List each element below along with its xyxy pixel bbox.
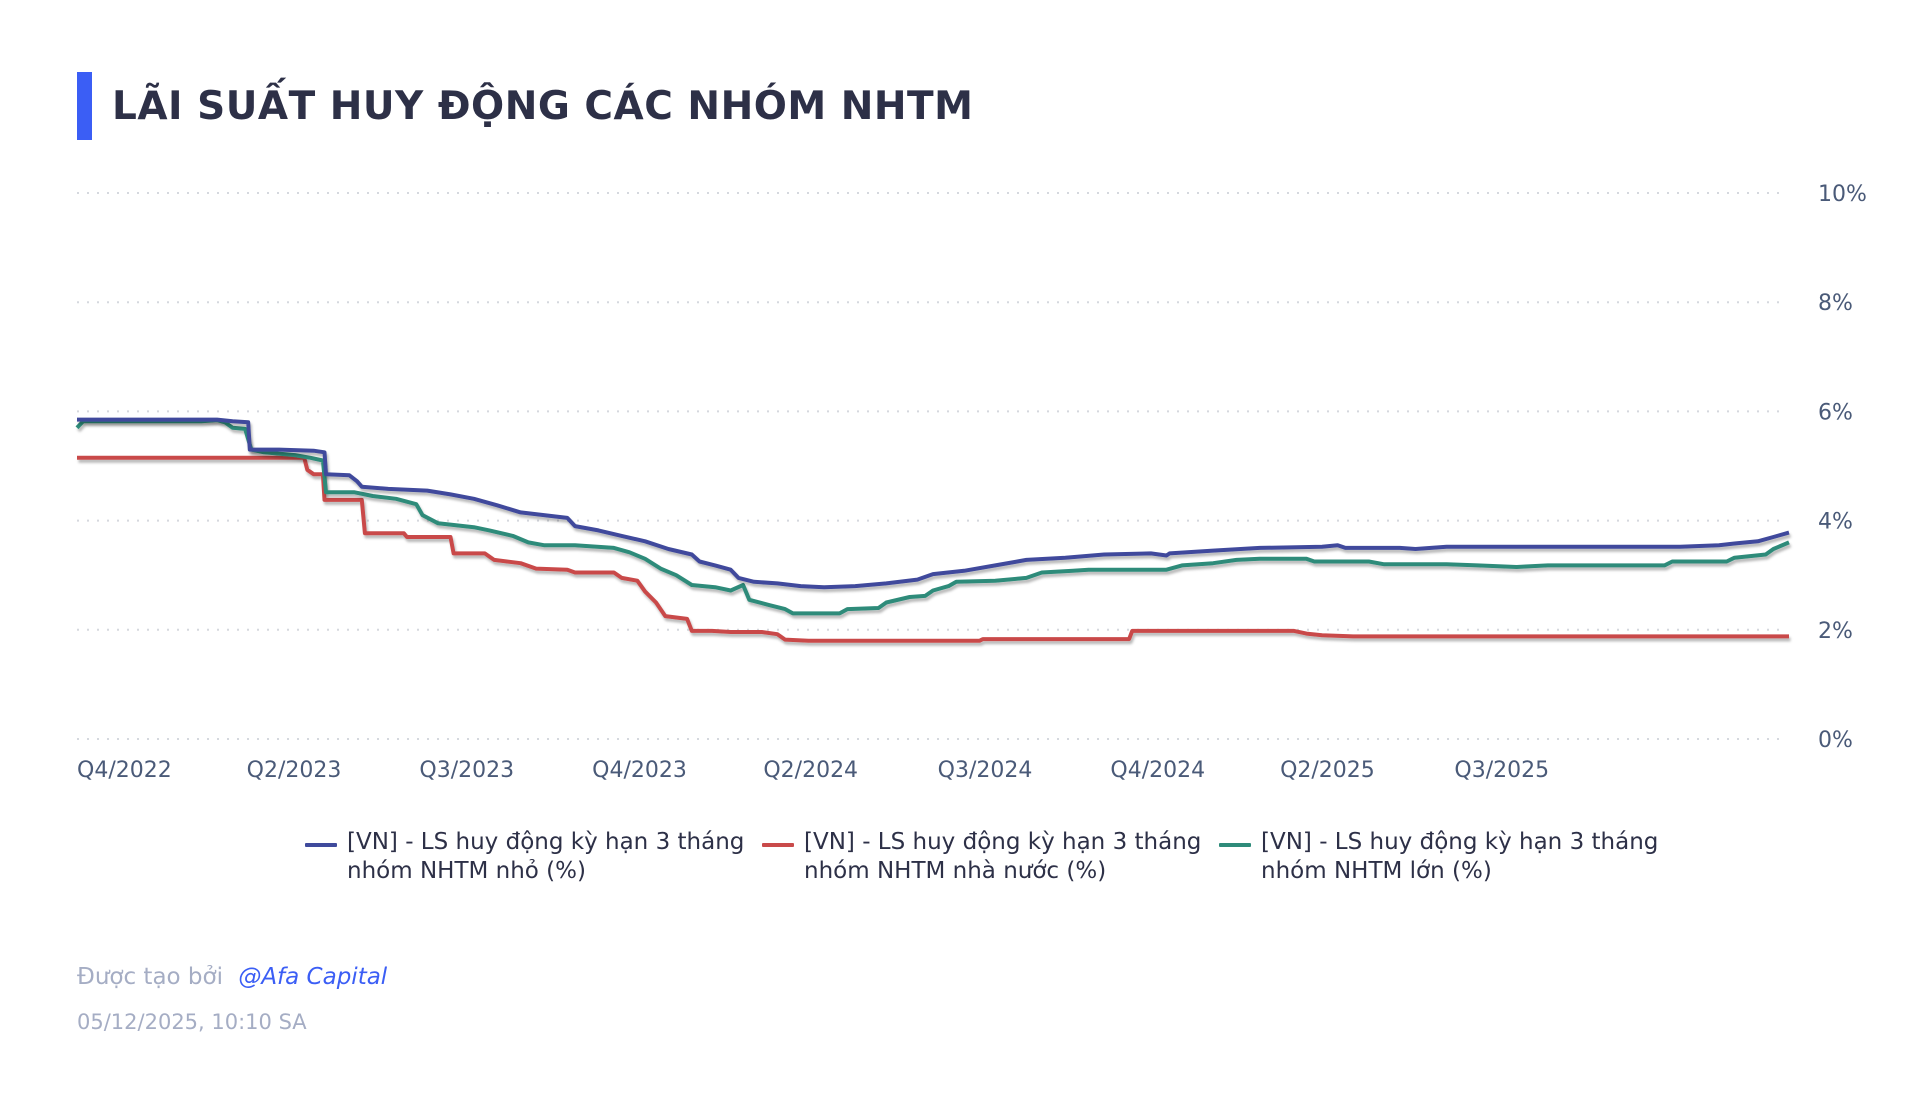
legend-label-line1: [VN] - LS huy động kỳ hạn 3 tháng <box>1261 829 1659 855</box>
y-tick-label: 4% <box>1818 510 1853 535</box>
x-tick-label: Q3/2023 <box>419 758 514 783</box>
x-tick-label: Q4/2022 <box>77 758 172 783</box>
legend-swatch-teal <box>1219 843 1251 847</box>
series-lines <box>75 417 1790 643</box>
series-line <box>77 455 1789 643</box>
x-tick-label: Q2/2025 <box>1280 758 1375 783</box>
legend-item-state-banks[interactable]: [VN] - LS huy động kỳ hạn 3 tháng nhóm N… <box>762 828 1203 886</box>
x-axis: Q4/2022 Q2/2023 Q3/2023 Q4/2023 Q2/2024 Q3/20… <box>77 758 1549 783</box>
y-tick-label: 0% <box>1818 728 1853 753</box>
series-line <box>75 418 1790 616</box>
legend-label-line2: nhóm NHTM nhà nước (%) <box>804 858 1107 884</box>
y-gridlines <box>77 192 1785 740</box>
series-line <box>77 417 1790 590</box>
chart-legend: [VN] - LS huy động kỳ hạn 3 tháng nhóm N… <box>305 828 1660 886</box>
y-axis: 0% 2% 4% 6% 8% 10% <box>1818 182 1867 753</box>
x-tick-label: Q4/2023 <box>592 758 687 783</box>
legend-label-line1: [VN] - LS huy động kỳ hạn 3 tháng <box>347 829 745 855</box>
x-tick-label: Q2/2024 <box>763 758 858 783</box>
legend-label-line1: [VN] - LS huy động kỳ hạn 3 tháng <box>804 829 1202 855</box>
y-tick-label: 10% <box>1818 182 1867 207</box>
x-tick-label: Q2/2023 <box>247 758 342 783</box>
legend-label-line2: nhóm NHTM lớn (%) <box>1261 858 1492 884</box>
x-tick-label: Q4/2024 <box>1110 758 1205 783</box>
x-tick-label: Q3/2024 <box>938 758 1033 783</box>
legend-label-line2: nhóm NHTM nhỏ (%) <box>347 858 586 884</box>
legend-swatch-red <box>762 843 794 847</box>
author-link[interactable]: @Afa Capital <box>238 964 388 990</box>
legend-swatch-blue <box>305 843 337 847</box>
footer-timestamp: 05/12/2025, 10:10 SA <box>77 1010 307 1034</box>
y-tick-label: 6% <box>1818 400 1853 425</box>
legend-item-large-banks[interactable]: [VN] - LS huy động kỳ hạn 3 tháng nhóm N… <box>1219 828 1660 886</box>
y-tick-label: 8% <box>1818 291 1853 316</box>
title-accent-bar <box>77 72 92 140</box>
y-tick-label: 2% <box>1818 619 1853 644</box>
legend-item-small-banks[interactable]: [VN] - LS huy động kỳ hạn 3 tháng nhóm N… <box>305 828 746 886</box>
footer-credit: Được tạo bởi @Afa Capital <box>77 964 387 990</box>
chart-header: LÃI SUẤT HUY ĐỘNG CÁC NHÓM NHTM <box>77 72 973 140</box>
line-chart: 0%2%4%6%8%10% Q4/2022 Q2/2023 Q3/2023 Q4/20… <box>75 182 1867 783</box>
x-tick-label: Q3/2025 <box>1454 758 1549 783</box>
page-title: LÃI SUẤT HUY ĐỘNG CÁC NHÓM NHTM <box>112 83 974 129</box>
created-by-label: Được tạo bởi <box>77 964 223 990</box>
